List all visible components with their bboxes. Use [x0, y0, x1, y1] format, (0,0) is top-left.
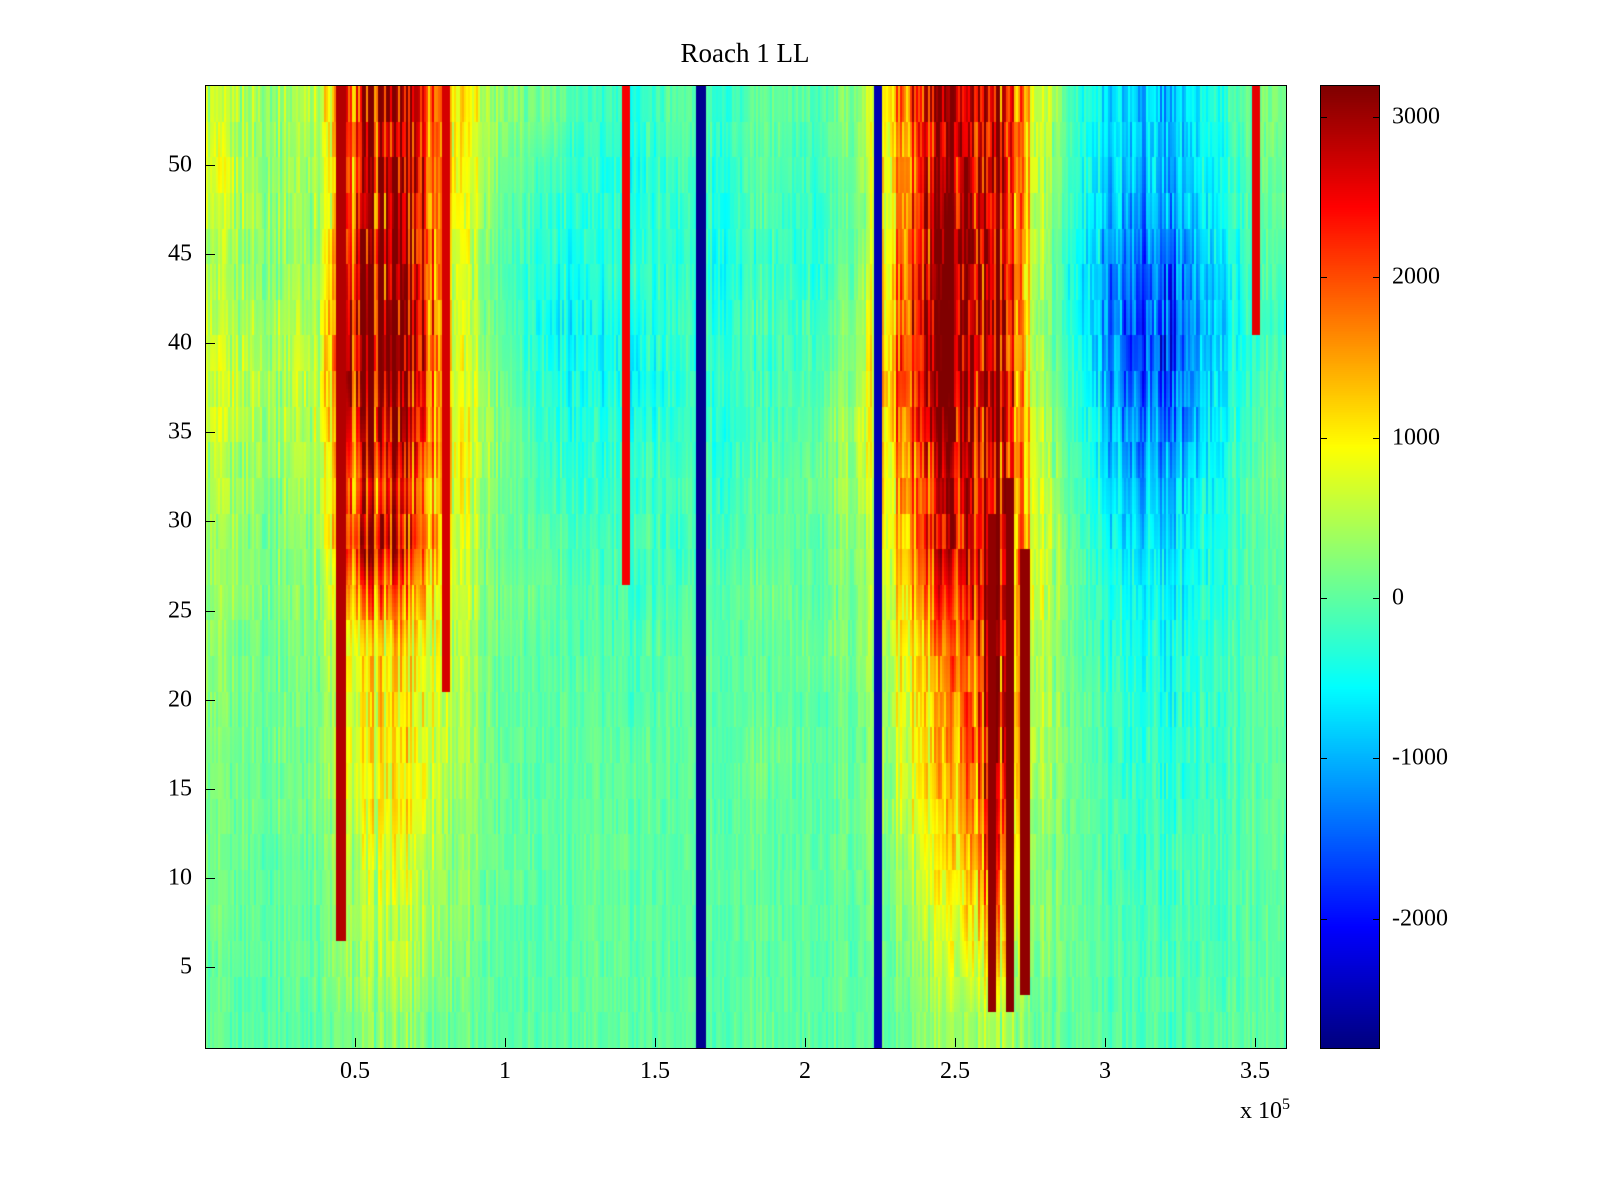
y-tick-label: 30 — [168, 507, 192, 534]
y-tick-mark — [206, 254, 215, 256]
colorbar-tick-label: 2000 — [1392, 263, 1440, 290]
colorbar-tick-mark — [1321, 437, 1327, 439]
x-scale-base: x 10 — [1240, 1098, 1282, 1124]
y-tick-mark — [206, 699, 215, 701]
x-tick-label: 3 — [1099, 1058, 1111, 1084]
colorbar-tick-label: -1000 — [1392, 744, 1448, 771]
x-tick-label: 1.5 — [640, 1058, 670, 1084]
colorbar-tick-mark — [1321, 758, 1327, 760]
x-scale-exponent: 5 — [1282, 1096, 1290, 1113]
y-tick-label: 40 — [168, 329, 192, 356]
colorbar-tick-mark — [1321, 598, 1327, 600]
x-tick-mark — [505, 1038, 506, 1047]
colorbar-tick-mark — [1373, 277, 1379, 279]
x-tick-mark — [1105, 1038, 1106, 1047]
y-tick-label: 10 — [168, 864, 192, 891]
y-tick-mark — [206, 966, 215, 968]
x-tick-mark — [955, 1038, 956, 1047]
colorbar-canvas — [1321, 86, 1379, 1048]
colorbar-tick-mark — [1321, 277, 1327, 279]
y-tick-mark — [206, 610, 215, 612]
y-tick-label: 15 — [168, 775, 192, 802]
colorbar-tick-mark — [1373, 437, 1379, 439]
colorbar — [1320, 85, 1380, 1049]
x-tick-label: 1 — [499, 1058, 511, 1084]
colorbar-tick-mark — [1373, 117, 1379, 119]
y-tick-label: 20 — [168, 686, 192, 713]
y-tick-mark — [206, 432, 215, 434]
y-tick-label: 25 — [168, 597, 192, 624]
x-tick-mark — [355, 1038, 356, 1047]
y-tick-mark — [206, 788, 215, 790]
x-tick-mark — [805, 1038, 806, 1047]
y-tick-label: 50 — [168, 151, 192, 178]
x-tick-label: 2.5 — [940, 1058, 970, 1084]
y-tick-mark — [206, 165, 215, 167]
x-tick-label: 2 — [799, 1058, 811, 1084]
colorbar-tick-mark — [1321, 918, 1327, 920]
colorbar-tick-label: 1000 — [1392, 424, 1440, 451]
y-tick-mark — [206, 877, 215, 879]
x-tick-label: 0.5 — [340, 1058, 370, 1084]
y-tick-label: 35 — [168, 418, 192, 445]
y-tick-mark — [206, 521, 215, 523]
colorbar-tick-label: -2000 — [1392, 905, 1448, 932]
colorbar-tick-mark — [1373, 758, 1379, 760]
x-axis-scale-label: x 105 — [1120, 1096, 1290, 1125]
y-tick-mark — [206, 343, 215, 345]
colorbar-tick-mark — [1373, 918, 1379, 920]
x-tick-label: 3.5 — [1240, 1058, 1270, 1084]
x-tick-mark — [1255, 1038, 1256, 1047]
heatmap-plot-area — [205, 85, 1287, 1049]
plot-title: Roach 1 LL — [680, 38, 810, 68]
colorbar-tick-label: 0 — [1392, 584, 1404, 611]
x-tick-mark — [655, 1038, 656, 1047]
heatmap-canvas — [206, 86, 1286, 1048]
y-tick-label: 45 — [168, 240, 192, 267]
colorbar-tick-mark — [1373, 598, 1379, 600]
y-tick-label: 5 — [180, 953, 192, 980]
colorbar-tick-label: 3000 — [1392, 103, 1440, 130]
colorbar-tick-mark — [1321, 117, 1327, 119]
